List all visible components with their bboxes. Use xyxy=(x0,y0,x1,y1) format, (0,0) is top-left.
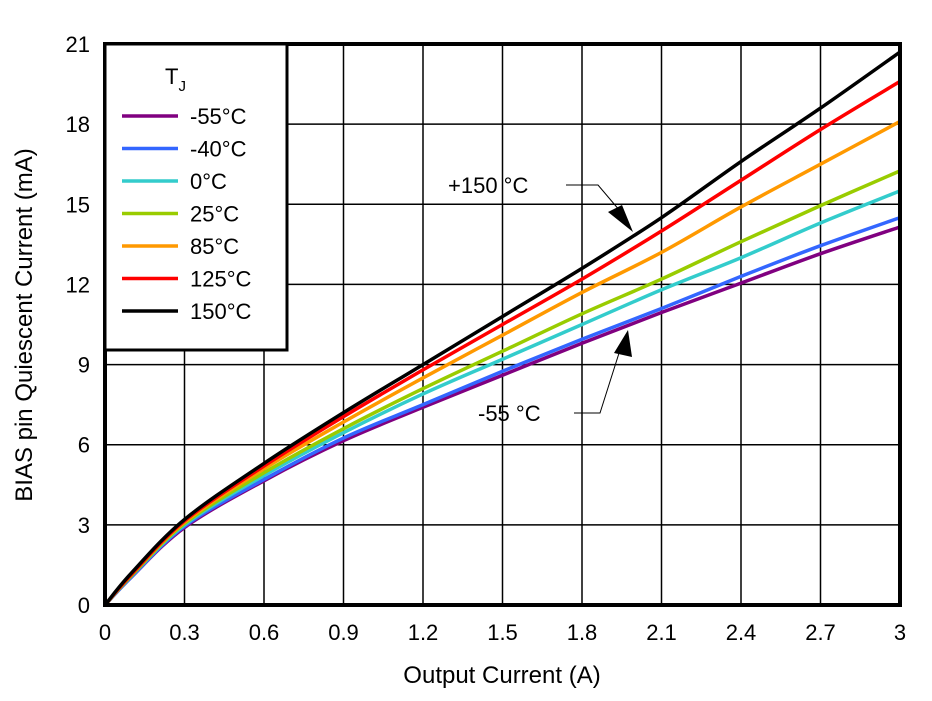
x-tick-label: 3 xyxy=(894,620,906,645)
legend: TJ -55°C -40°C 0°C 25°C 85°C 125°C 150°C xyxy=(103,42,289,352)
series-line-150°C xyxy=(103,50,902,607)
y-tick-label: 15 xyxy=(66,192,90,217)
series-lines xyxy=(103,50,902,607)
x-tick-label: 2.7 xyxy=(805,620,836,645)
legend-label: 0°C xyxy=(190,169,227,194)
annotations: +150 °C -55 °C xyxy=(448,173,633,426)
x-tick-label: 0 xyxy=(99,620,111,645)
x-axis-label: Output Current (A) xyxy=(403,662,600,689)
y-tick-label: 6 xyxy=(78,433,90,458)
x-tick-label: 0.3 xyxy=(169,620,200,645)
x-tick-label: 1.2 xyxy=(408,620,439,645)
annotation-150c-arrow xyxy=(608,205,633,232)
y-tick-label: 0 xyxy=(78,593,90,618)
legend-label: 85°C xyxy=(190,234,239,259)
annotation-neg55c-arrow xyxy=(614,330,632,357)
x-tick-label: 2.1 xyxy=(646,620,677,645)
legend-label: 125°C xyxy=(190,267,252,292)
annotation-neg55c-leader xyxy=(574,349,621,414)
y-tick-label: 18 xyxy=(66,112,90,137)
y-axis-label: BIAS pin Quiescent Current (mA) xyxy=(11,148,38,501)
y-tick-label: 21 xyxy=(66,32,90,57)
legend-title: TJ xyxy=(165,64,186,95)
x-tick-label: 2.4 xyxy=(726,620,757,645)
legend-label: 150°C xyxy=(190,299,252,324)
x-tick-label: 0.6 xyxy=(249,620,280,645)
tick-labels: 0 0.3 0.6 0.9 1.2 1.5 1.8 2.1 2.4 2.7 3 0 3 6 9 12 15 18 2… xyxy=(66,32,907,645)
legend-label: -55°C xyxy=(190,104,247,129)
y-tick-label: 3 xyxy=(78,513,90,538)
x-tick-label: 0.9 xyxy=(328,620,359,645)
x-tick-label: 1.5 xyxy=(487,620,518,645)
x-tick-label: 1.8 xyxy=(567,620,598,645)
legend-label: 25°C xyxy=(190,202,239,227)
annotation-150c-leader xyxy=(566,184,627,219)
y-tick-label: 12 xyxy=(66,272,90,297)
legend-box xyxy=(103,42,289,352)
legend-label: -40°C xyxy=(190,137,247,162)
annotation-150c: +150 °C xyxy=(448,173,528,198)
y-tick-label: 9 xyxy=(78,353,90,378)
annotation-neg55c: -55 °C xyxy=(478,401,541,426)
